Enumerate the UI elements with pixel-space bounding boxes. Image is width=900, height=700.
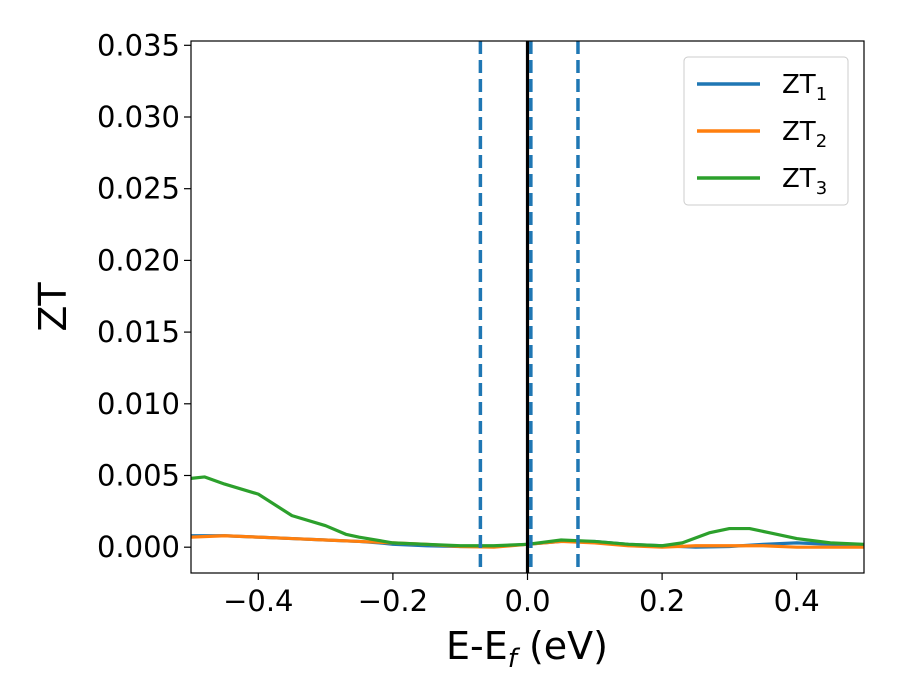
x-tick-label: −0.2 [358, 584, 428, 618]
legend-label-1: ZT1 [782, 70, 827, 105]
plot-area [191, 41, 864, 573]
y-tick-label: 0.005 [97, 458, 180, 492]
y-tick-label: 0.000 [97, 530, 180, 564]
x-axis-label: E-Ef (eV) [446, 624, 608, 674]
y-tick-label: 0.010 [97, 387, 180, 421]
y-tick-label: 0.025 [97, 172, 180, 206]
y-tick-label: 0.020 [97, 243, 180, 277]
y-axis: 0.000 0.005 0.010 0.015 0.020 0.025 0.030 0.035 [97, 28, 191, 564]
y-tick-label: 0.015 [97, 315, 180, 349]
legend-box [683, 56, 849, 206]
x-tick-label: 0.2 [639, 584, 685, 618]
y-tick-label: 0.030 [97, 100, 180, 134]
y-axis-label: ZT [31, 282, 75, 332]
x-tick-label: 0.0 [504, 584, 550, 618]
x-tick-label: −0.4 [223, 584, 293, 618]
x-axis: −0.4 −0.2 0.0 0.2 0.4 [223, 573, 820, 618]
x-tick-label: 0.4 [774, 584, 820, 618]
legend-label-2: ZT2 [782, 117, 827, 152]
y-tick-label: 0.035 [97, 28, 180, 62]
legend-label-3: ZT3 [782, 164, 827, 199]
legend: ZT1 ZT2 ZT3 [683, 56, 849, 206]
